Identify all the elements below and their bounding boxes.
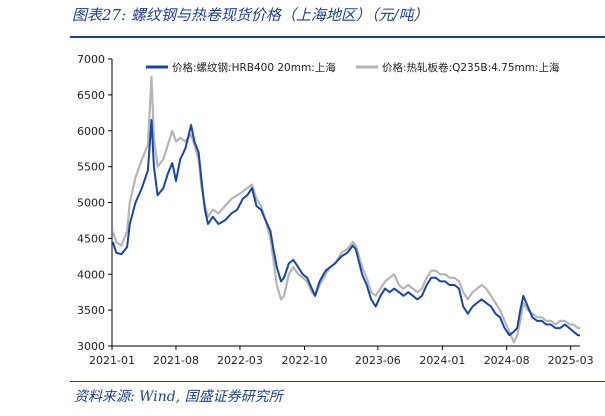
y-tick-label: 6000: [77, 125, 105, 138]
y-tick-label: 4000: [77, 268, 105, 281]
y-tick-label: 4500: [77, 232, 105, 245]
y-tick-label: 5000: [77, 197, 105, 210]
x-tick-label: 2024-08: [484, 354, 530, 367]
y-tick-label: 3500: [77, 304, 105, 317]
bottom-divider: [70, 381, 605, 382]
x-tick-label: 2023-06: [355, 354, 401, 367]
legend-item-hrc-label: 价格:热轧板卷:Q235B:4.75mm:上海: [382, 61, 560, 74]
series-line-rebar: [111, 119, 580, 337]
legend-item-rebar-label: 价格:螺纹钢:HRB400 20mm:上海: [172, 61, 336, 74]
source-note: 资料来源: Wind, 国盛证券研究所: [74, 389, 283, 405]
chart-legend: 价格:螺纹钢:HRB400 20mm:上海 价格:热轧板卷:Q235B:4.75m…: [146, 61, 560, 74]
chart-title: 图表27: 螺纹钢与热卷现货价格（上海地区）（元/吨）: [72, 6, 429, 24]
y-tick-label: 3000: [77, 340, 105, 353]
chart-axes: 3000 3500 4000 4500 5000 5500 6000 6500 7000 2021…: [77, 53, 594, 367]
series-line-hrc: [111, 75, 580, 344]
x-tick-label: 2025-03: [548, 354, 594, 367]
y-tick-label: 6500: [77, 89, 105, 102]
x-tick-label: 2021-01: [89, 354, 135, 367]
y-tick-label: 5500: [77, 161, 105, 174]
x-tick-label: 2022-10: [282, 354, 328, 367]
x-tick-label: 2022-03: [217, 354, 263, 367]
x-tick-label: 2021-08: [153, 354, 199, 367]
top-divider: [70, 36, 605, 38]
x-tick-label: 2024-01: [419, 354, 465, 367]
series-layer: [111, 75, 580, 344]
y-tick-label: 7000: [77, 53, 105, 66]
